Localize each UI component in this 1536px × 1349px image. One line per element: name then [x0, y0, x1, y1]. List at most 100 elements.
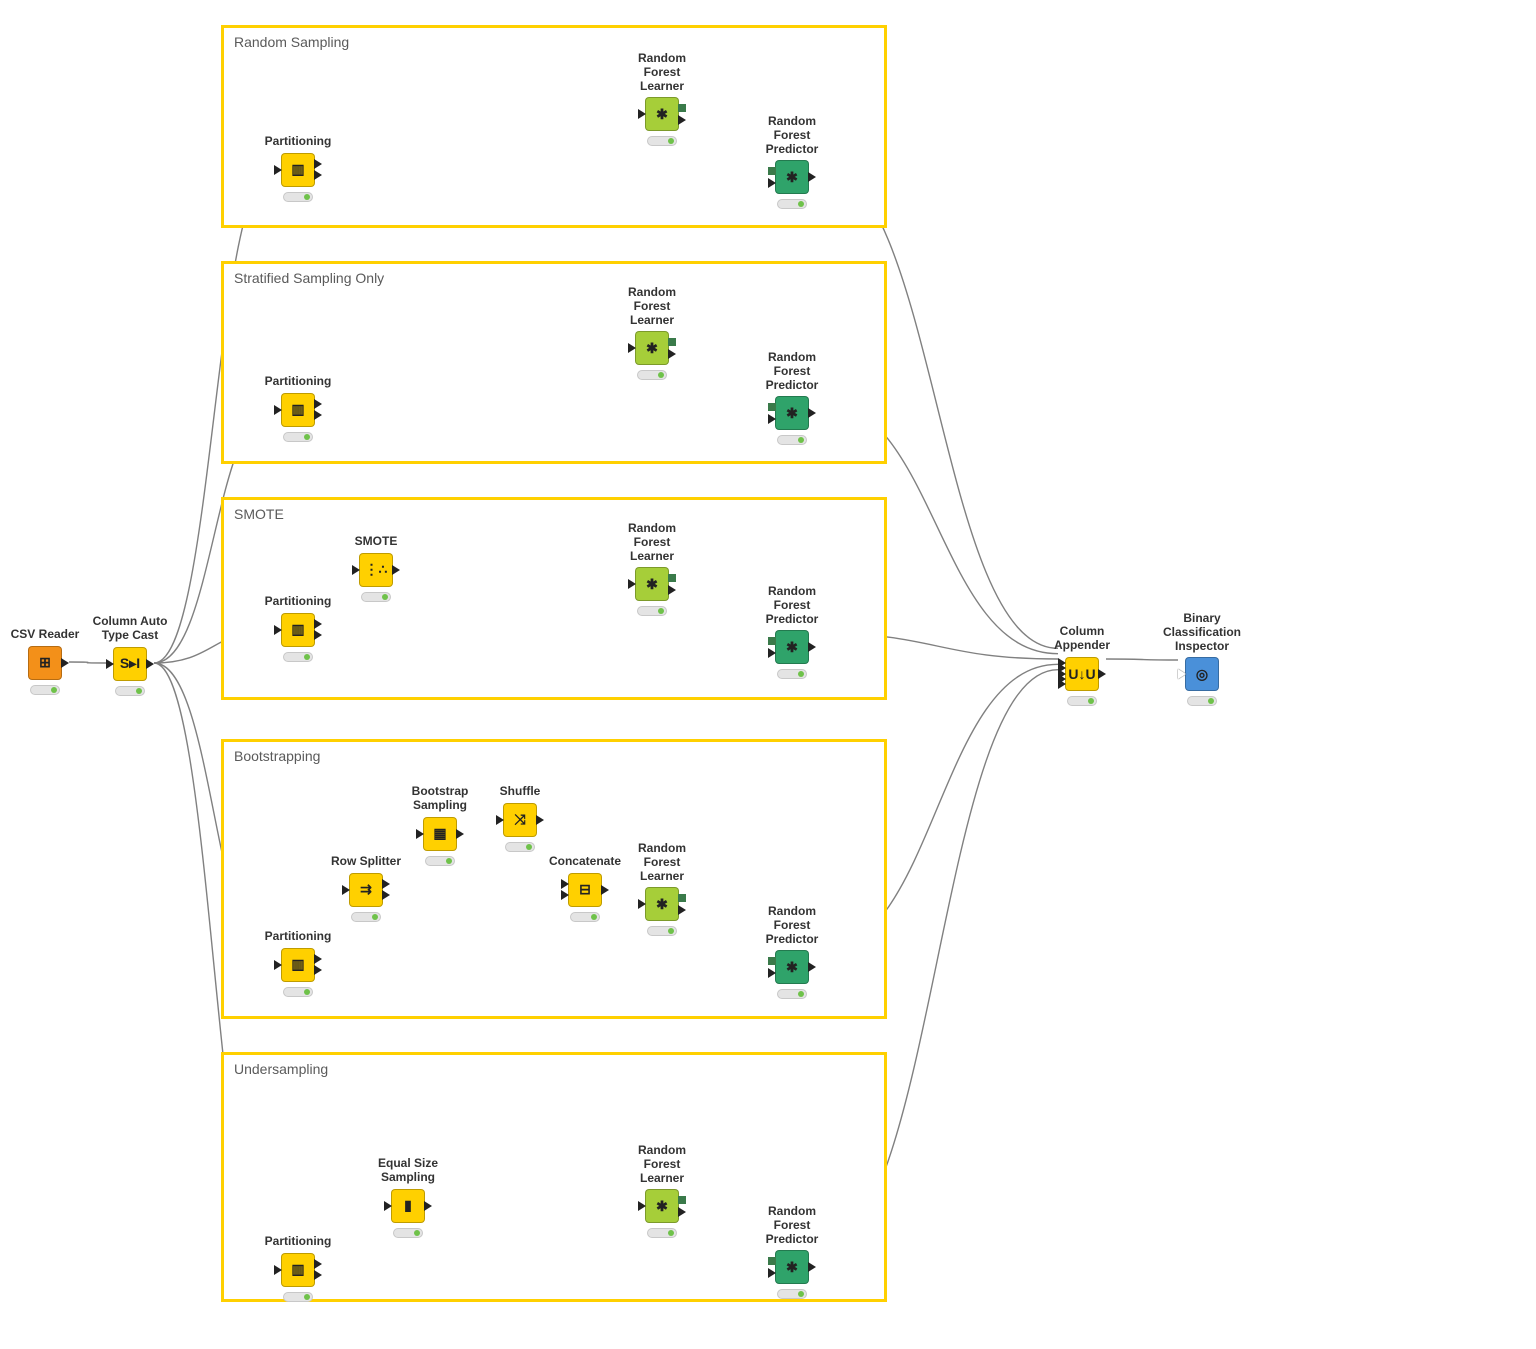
port-in[interactable]: [628, 343, 636, 353]
port-out[interactable]: [382, 879, 390, 889]
node-cast[interactable]: Column Auto Type CastS▸I: [90, 615, 170, 696]
port-out[interactable]: [456, 829, 464, 839]
port-out[interactable]: [314, 170, 322, 180]
port-in[interactable]: [416, 829, 424, 839]
node-icon[interactable]: ✱: [645, 1189, 679, 1223]
port-out[interactable]: [601, 885, 609, 895]
port-out[interactable]: [668, 574, 676, 582]
node-l1[interactable]: Random Forest Learner✱: [622, 52, 702, 146]
node-insp[interactable]: Binary Classification Inspector◎: [1162, 612, 1242, 706]
node-p4[interactable]: Partitioning▥: [258, 930, 338, 997]
port-out[interactable]: [314, 954, 322, 964]
port-out[interactable]: [678, 1196, 686, 1204]
node-split[interactable]: Row Splitter⇉: [326, 855, 406, 922]
port-in[interactable]: [638, 899, 646, 909]
port-in[interactable]: [628, 579, 636, 589]
port-out[interactable]: [808, 1262, 816, 1272]
port-in[interactable]: [274, 1265, 282, 1275]
port-in[interactable]: [106, 659, 114, 669]
port-in[interactable]: [274, 625, 282, 635]
port-out[interactable]: [808, 408, 816, 418]
port-out[interactable]: [314, 410, 322, 420]
port-out[interactable]: [1098, 669, 1106, 679]
port-in[interactable]: [274, 960, 282, 970]
node-pr1[interactable]: Random Forest Predictor✱: [752, 115, 832, 209]
port-out[interactable]: [424, 1201, 432, 1211]
node-pr3[interactable]: Random Forest Predictor✱: [752, 585, 832, 679]
port-in[interactable]: [768, 178, 776, 188]
node-app[interactable]: Column AppenderU↓U: [1042, 625, 1122, 706]
node-icon[interactable]: ✱: [775, 160, 809, 194]
node-icon[interactable]: ⊟: [568, 873, 602, 907]
node-icon[interactable]: ⇉: [349, 873, 383, 907]
node-csv[interactable]: CSV Reader⊞: [5, 628, 85, 695]
port-in[interactable]: [496, 815, 504, 825]
node-icon[interactable]: ▥: [281, 153, 315, 187]
node-icon[interactable]: ✱: [645, 97, 679, 131]
node-p3[interactable]: Partitioning▥: [258, 595, 338, 662]
port-in[interactable]: [768, 1257, 776, 1265]
port-out[interactable]: [678, 905, 686, 915]
port-in[interactable]: [352, 565, 360, 575]
port-out[interactable]: [808, 172, 816, 182]
port-out[interactable]: [678, 115, 686, 125]
node-l5[interactable]: Random Forest Learner✱: [622, 1144, 702, 1238]
port-in[interactable]: [561, 890, 569, 900]
node-icon[interactable]: ▥: [281, 948, 315, 982]
node-icon[interactable]: ✱: [775, 630, 809, 664]
port-out[interactable]: [146, 659, 154, 669]
node-icon[interactable]: ⋮∴: [359, 553, 393, 587]
node-icon[interactable]: ▮: [391, 1189, 425, 1223]
port-out[interactable]: [808, 642, 816, 652]
node-boot[interactable]: Bootstrap Sampling▦: [400, 785, 480, 866]
port-out[interactable]: [61, 658, 69, 668]
port-in[interactable]: [768, 648, 776, 658]
port-in[interactable]: [768, 414, 776, 424]
port-out[interactable]: [314, 399, 322, 409]
port-out[interactable]: [678, 894, 686, 902]
node-icon[interactable]: S▸I: [113, 647, 147, 681]
node-icon[interactable]: ✱: [775, 950, 809, 984]
node-eq[interactable]: Equal Size Sampling▮: [368, 1157, 448, 1238]
node-p5[interactable]: Partitioning▥: [258, 1235, 338, 1302]
node-l2[interactable]: Random Forest Learner✱: [612, 286, 692, 380]
node-p1[interactable]: Partitioning▥: [258, 135, 338, 202]
node-smote[interactable]: SMOTE⋮∴: [336, 535, 416, 602]
port-in[interactable]: [274, 405, 282, 415]
node-p2[interactable]: Partitioning▥: [258, 375, 338, 442]
node-icon[interactable]: ◎: [1185, 657, 1219, 691]
port-in[interactable]: [638, 109, 646, 119]
port-in[interactable]: [384, 1201, 392, 1211]
port-in[interactable]: [768, 1268, 776, 1278]
port-out[interactable]: [314, 1259, 322, 1269]
port-in[interactable]: [1058, 679, 1066, 689]
port-out[interactable]: [668, 585, 676, 595]
port-out[interactable]: [536, 815, 544, 825]
node-icon[interactable]: ▥: [281, 393, 315, 427]
node-icon[interactable]: ⤨: [503, 803, 537, 837]
node-icon[interactable]: ✱: [775, 396, 809, 430]
port-out[interactable]: [668, 338, 676, 346]
port-out[interactable]: [314, 159, 322, 169]
port-out[interactable]: [678, 104, 686, 112]
port-in[interactable]: [768, 403, 776, 411]
port-out[interactable]: [808, 962, 816, 972]
node-l4[interactable]: Random Forest Learner✱: [622, 842, 702, 936]
node-icon[interactable]: ✱: [635, 567, 669, 601]
node-icon[interactable]: ✱: [645, 887, 679, 921]
node-icon[interactable]: ▦: [423, 817, 457, 851]
port-out[interactable]: [314, 619, 322, 629]
port-in[interactable]: [768, 167, 776, 175]
port-out[interactable]: [392, 565, 400, 575]
node-icon[interactable]: ▥: [281, 1253, 315, 1287]
node-cat[interactable]: Concatenate⊟: [545, 855, 625, 922]
node-icon[interactable]: ✱: [775, 1250, 809, 1284]
port-in[interactable]: [768, 957, 776, 965]
port-in[interactable]: [768, 968, 776, 978]
node-pr5[interactable]: Random Forest Predictor✱: [752, 1205, 832, 1299]
node-icon[interactable]: ⊞: [28, 646, 62, 680]
port-in[interactable]: [638, 1201, 646, 1211]
node-pr4[interactable]: Random Forest Predictor✱: [752, 905, 832, 999]
port-in[interactable]: [561, 879, 569, 889]
port-out[interactable]: [668, 349, 676, 359]
